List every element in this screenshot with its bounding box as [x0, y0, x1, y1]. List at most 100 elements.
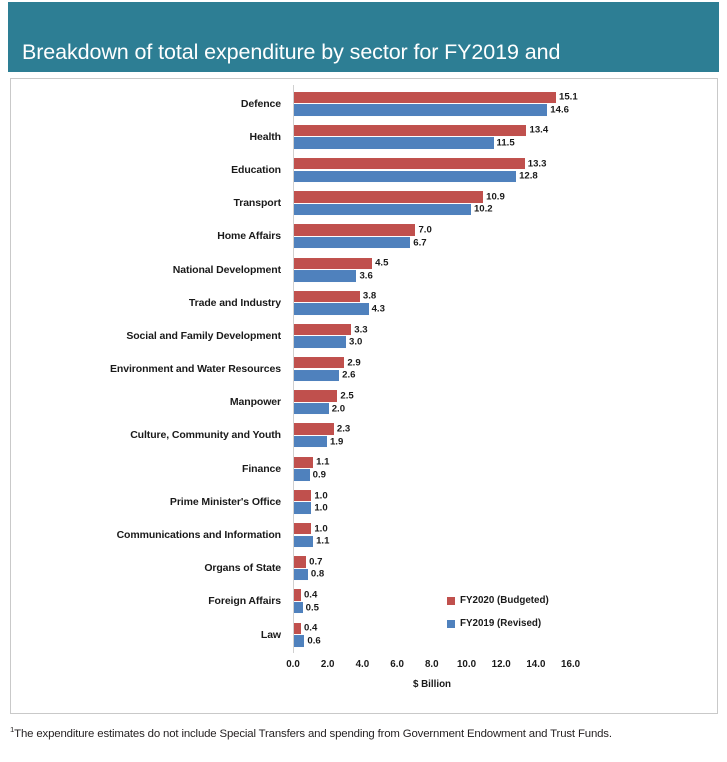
bar-wrapper: 0.5	[294, 602, 714, 614]
category-label: Trade and Industry	[188, 296, 281, 309]
bar-value-label: 0.6	[307, 635, 321, 647]
chart-row: Education 13.3 12.8	[11, 153, 717, 186]
bar-wrapper: 1.0	[294, 523, 714, 535]
bar-wrapper: 7.0	[294, 224, 714, 236]
bar-fy2019	[294, 602, 303, 614]
bar-wrapper: 10.9	[294, 191, 714, 203]
bar-wrapper: 0.7	[294, 556, 714, 568]
chart-row: Health 13.4 11.5	[11, 120, 717, 153]
bar-value-label: 13.3	[527, 158, 547, 170]
bar-fy2019	[294, 535, 314, 548]
category-label: Foreign Affairs	[208, 595, 281, 608]
x-axis-tick-label: 0.0	[286, 659, 300, 670]
x-axis-tick-label: 16.0	[561, 659, 581, 670]
bar-wrapper: 2.0	[294, 402, 714, 415]
x-axis-tick-label: 6.0	[390, 659, 404, 670]
bar-fy2019	[294, 402, 329, 415]
bar-wrapper: 0.4	[294, 589, 714, 601]
bar-wrapper: 6.7	[294, 236, 714, 249]
footnote-superscript: 1	[10, 725, 15, 735]
chart-row: Finance 1.1 0.9	[11, 452, 717, 485]
bar-wrapper: 0.8	[294, 568, 714, 581]
legend-swatch-icon	[447, 619, 455, 628]
x-axis-title: $ Billion	[412, 679, 452, 690]
bar-value-label: 11.5	[496, 137, 515, 149]
bar-group: 1.0 1.1	[294, 523, 714, 548]
bar-wrapper: 14.6	[294, 104, 714, 116]
category-label: Social and Family Development	[126, 329, 281, 342]
x-axis-ticks: 0.0 2.0 4.0 6.0 8.0 10.0 12.0 14.0 16.0	[11, 659, 717, 679]
bar-value-label: 2.0	[331, 403, 346, 415]
bar-fy2020	[294, 257, 373, 269]
category-label: National Development	[172, 263, 281, 276]
bar-group: 7.0 6.7	[294, 224, 714, 249]
bar-wrapper: 3.3	[294, 323, 714, 336]
bar-value-label: 4.3	[371, 303, 385, 315]
bar-value-label: 2.6	[342, 369, 356, 381]
bar-wrapper: 2.6	[294, 369, 714, 382]
bar-fy2020	[294, 191, 484, 203]
bar-value-label: 13.4	[529, 124, 549, 136]
bar-value-label: 2.3	[336, 423, 351, 435]
bar-fy2020	[294, 290, 360, 303]
footnote: 1The expenditure estimates do not includ…	[10, 725, 720, 740]
category-label: Education	[231, 163, 281, 176]
legend-label: FY2019 (Revised)	[460, 618, 542, 629]
bar-fy2019	[294, 336, 347, 348]
bar-group: 2.3 1.9	[294, 423, 714, 448]
bar-wrapper: 13.4	[294, 124, 714, 137]
bar-wrapper: 2.5	[294, 390, 714, 402]
bar-fy2020	[294, 91, 556, 103]
chart-row: Law 0.4 0.6	[11, 618, 717, 651]
legend-item[interactable]: FY2019 (Revised)	[447, 618, 549, 629]
bar-value-label: 1.0	[314, 523, 328, 535]
bar-value-label: 10.9	[486, 191, 505, 203]
chart-row: Manpower 2.5 2.0	[11, 386, 717, 419]
x-axis-tick-label: 10.0	[456, 659, 477, 670]
bar-value-label: 1.1	[316, 535, 330, 547]
bar-fy2019	[294, 104, 548, 116]
category-label: Communications and Information	[116, 529, 282, 542]
bar-value-label: 0.8	[310, 569, 325, 580]
bar-wrapper: 11.5	[294, 137, 714, 149]
bar-fy2019	[294, 502, 312, 514]
bar-group: 10.9 10.2	[294, 191, 714, 216]
bar-fy2020	[294, 224, 416, 236]
bar-wrapper: 3.6	[294, 270, 714, 282]
bar-group: 0.4 0.6	[294, 622, 714, 647]
bar-value-label: 0.9	[312, 469, 326, 481]
bar-value-label: 0.4	[303, 589, 318, 601]
bar-value-label: 2.5	[340, 390, 354, 402]
bar-value-label: 0.5	[305, 602, 320, 614]
bar-fy2020	[294, 456, 314, 469]
bar-group: 3.3 3.0	[294, 323, 714, 348]
x-axis-tick-label: 4.0	[355, 659, 370, 670]
bar-group: 13.3 12.8	[294, 157, 714, 182]
bar-group: 0.7 0.8	[294, 556, 714, 581]
bar-fy2019	[294, 236, 411, 249]
bar-fy2020	[294, 489, 312, 502]
category-label: Finance	[242, 462, 281, 475]
page-title-line1: Breakdown of total expenditure by sector…	[22, 40, 561, 65]
bar-wrapper: 1.1	[294, 456, 714, 469]
bar-value-label: 14.6	[550, 104, 569, 116]
chart-legend: FY2020 (Budgeted) FY2019 (Revised)	[447, 595, 549, 641]
bar-wrapper: 0.6	[294, 635, 714, 647]
bar-wrapper: 15.1	[294, 91, 714, 103]
bar-value-label: 4.5	[375, 257, 389, 269]
bar-fy2020	[294, 622, 301, 634]
chart-row: Defence 15.1 14.6	[11, 87, 717, 120]
bar-value-label: 3.3	[354, 324, 368, 336]
bar-wrapper: 4.5	[294, 257, 714, 269]
category-label: Manpower	[229, 396, 281, 409]
legend-swatch-icon	[447, 596, 455, 605]
chart-row: Transport 10.9 10.2	[11, 187, 717, 220]
legend-item[interactable]: FY2020 (Budgeted)	[447, 595, 549, 606]
bar-group: 2.5 2.0	[294, 390, 714, 415]
x-axis-tick-label: 2.0	[320, 659, 335, 670]
bar-fy2020	[294, 323, 352, 336]
bar-value-label: 1.1	[316, 456, 330, 468]
bar-value-label: 1.9	[329, 436, 344, 448]
x-axis-tick-label: 14.0	[526, 659, 546, 670]
bar-value-label: 12.8	[519, 170, 538, 182]
